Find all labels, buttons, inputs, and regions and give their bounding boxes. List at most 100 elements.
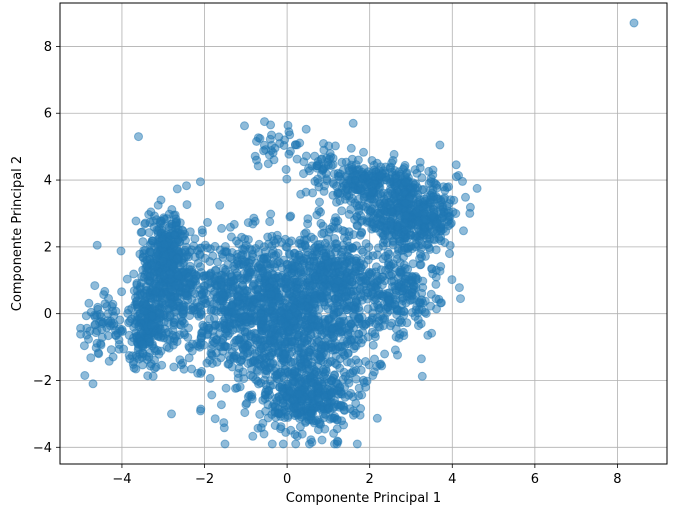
scatter-point	[356, 184, 366, 194]
scatter-point	[435, 140, 445, 150]
scatter-point	[342, 357, 352, 367]
scatter-point	[134, 132, 143, 142]
scatter-point	[336, 250, 346, 260]
scatter-point	[131, 216, 141, 226]
scatter-point	[207, 359, 217, 368]
scatter-point	[306, 411, 316, 421]
scatter-point	[232, 259, 242, 269]
scatter-point	[239, 305, 249, 315]
x-tick-label: 2	[366, 472, 374, 487]
scatter-point	[276, 315, 286, 325]
scatter-point	[293, 284, 302, 294]
scatter-point	[173, 225, 183, 234]
scatter-point	[327, 413, 337, 423]
scatter-point	[114, 344, 124, 354]
scatter-point	[364, 171, 374, 181]
scatter-point	[383, 188, 393, 198]
scatter-point	[310, 272, 320, 282]
scatter-point	[472, 183, 482, 193]
scatter-point	[329, 428, 339, 438]
scatter-point	[399, 188, 409, 198]
scatter-point	[290, 411, 300, 421]
scatter-point	[295, 422, 305, 432]
scatter-point	[292, 402, 302, 412]
scatter-point	[315, 197, 324, 207]
scatter-point	[200, 253, 210, 263]
scatter-point	[147, 311, 157, 321]
scatter-point	[232, 383, 242, 393]
scatter-point	[629, 18, 639, 28]
scatter-point	[280, 337, 290, 347]
scatter-point	[227, 272, 237, 282]
scatter-point	[256, 344, 266, 354]
scatter-point	[387, 158, 397, 168]
scatter-point	[385, 305, 395, 315]
scatter-point	[203, 217, 212, 227]
scatter-point	[395, 258, 405, 268]
scatter-point	[301, 228, 311, 238]
scatter-point	[340, 292, 350, 301]
scatter-point	[288, 303, 298, 313]
scatter-point	[440, 238, 450, 247]
scatter-point	[349, 309, 358, 319]
scatter-point	[281, 165, 291, 174]
scatter-point	[326, 152, 336, 162]
scatter-point	[92, 240, 102, 250]
scatter-point	[318, 273, 328, 283]
scatter-point	[196, 307, 206, 317]
scatter-point	[233, 373, 243, 383]
scatter-point	[259, 429, 269, 439]
scatter-point	[268, 347, 278, 357]
scatter-point	[416, 354, 426, 364]
scatter-point	[323, 160, 333, 170]
scatter-point	[81, 311, 91, 321]
scatter-point	[266, 120, 276, 130]
scatter-point	[269, 324, 279, 333]
scatter-point	[207, 277, 217, 287]
scatter-point	[319, 145, 329, 155]
scatter-point	[173, 271, 183, 281]
scatter-point	[266, 290, 276, 299]
scatter-point	[257, 353, 267, 362]
scatter-point	[359, 147, 368, 157]
scatter-point	[290, 430, 300, 439]
scatter-point	[215, 296, 225, 306]
scatter-point	[190, 252, 200, 262]
scatter-point	[207, 390, 217, 400]
scatter-point	[215, 323, 225, 332]
scatter-point	[296, 255, 306, 265]
scatter-point	[190, 234, 200, 244]
scatter-point	[172, 254, 182, 264]
scatter-point	[219, 418, 229, 428]
scatter-point	[310, 151, 320, 161]
scatter-point	[347, 186, 357, 196]
scatter-point	[179, 305, 189, 315]
scatter-point	[348, 243, 357, 253]
scatter-point	[155, 324, 165, 334]
scatter-point	[348, 366, 358, 376]
scatter-point	[93, 304, 103, 314]
scatter-point	[415, 157, 425, 167]
scatter-point	[190, 289, 200, 299]
scatter-point	[399, 307, 409, 317]
scatter-point	[285, 130, 295, 140]
scatter-point	[364, 242, 374, 252]
scatter-point	[307, 437, 317, 447]
scatter-point	[318, 409, 328, 419]
scatter-point	[313, 393, 323, 403]
scatter-point	[317, 229, 327, 239]
scatter-point	[274, 392, 284, 401]
scatter-point	[132, 297, 142, 307]
scatter-point	[210, 414, 220, 424]
scatter-point	[399, 327, 408, 337]
scatter-point	[357, 390, 367, 400]
scatter-point	[328, 403, 338, 413]
scatter-point	[263, 413, 273, 423]
scatter-point	[352, 220, 362, 230]
scatter-point	[141, 282, 151, 292]
scatter-point	[122, 274, 132, 284]
scatter-point	[311, 251, 321, 261]
y-axis-label: Componente Principal 2	[10, 156, 25, 311]
scatter-point	[342, 337, 352, 346]
